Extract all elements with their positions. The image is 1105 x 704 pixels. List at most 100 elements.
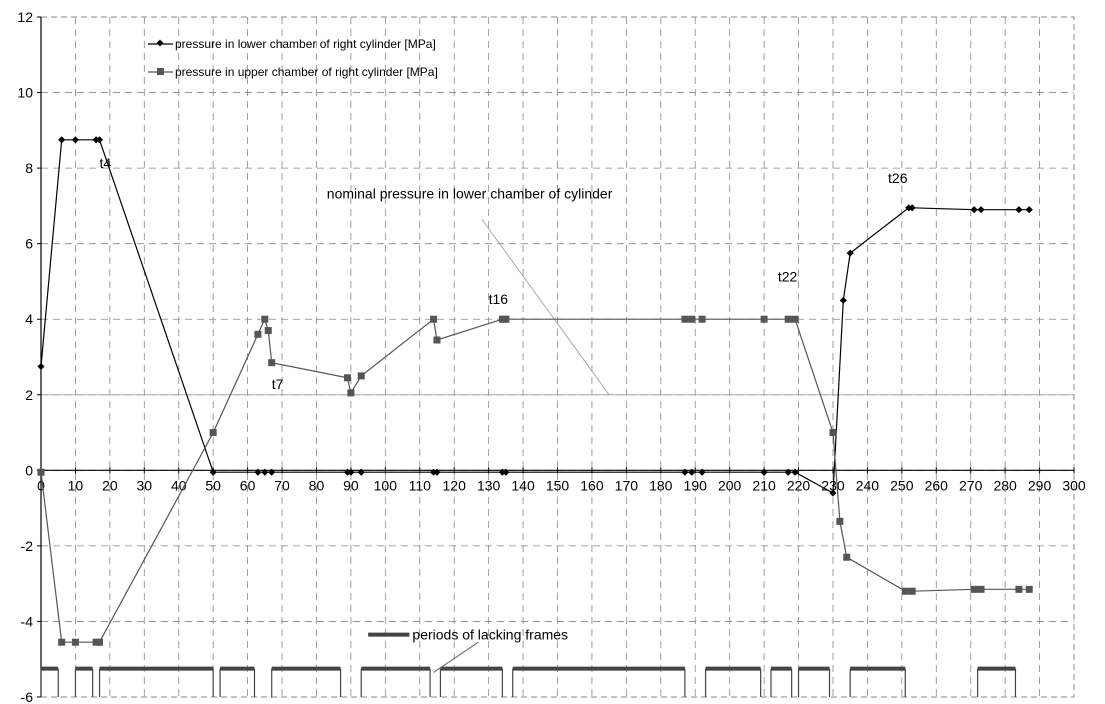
annotations: nominal pressure in lower chamber of cyl… — [100, 155, 908, 643]
data-point-upper — [970, 585, 978, 593]
data-point-upper — [502, 315, 510, 323]
data-point-upper — [681, 315, 689, 323]
legend: pressure in lower chamber of right cylin… — [148, 37, 438, 79]
data-point-upper — [836, 517, 844, 525]
data-point-lower — [96, 136, 104, 144]
axes — [37, 16, 1075, 698]
time-label: t4 — [100, 155, 112, 171]
data-point-upper — [343, 374, 351, 382]
data-point-upper — [37, 468, 45, 476]
x-tick-label: 30 — [137, 477, 153, 493]
data-point-lower — [502, 468, 510, 476]
x-tick-label: 50 — [205, 477, 221, 493]
x-tick-label: 100 — [374, 477, 398, 493]
data-point-lower — [688, 468, 696, 476]
data-point-upper — [268, 359, 276, 367]
data-point-lower — [681, 468, 689, 476]
legend-marker-lower — [156, 39, 164, 47]
data-point-upper — [433, 336, 441, 344]
periods-label: periods of lacking frames — [412, 627, 568, 643]
data-point-lower — [433, 468, 441, 476]
x-tick-label: 190 — [684, 477, 708, 493]
data-point-lower — [71, 136, 79, 144]
annotation-pointers — [433, 218, 610, 673]
data-point-upper — [908, 587, 916, 595]
data-point-upper — [688, 315, 696, 323]
data-point-upper — [760, 315, 768, 323]
data-point-upper — [347, 389, 355, 397]
data-point-lower — [1015, 206, 1023, 214]
data-point-lower — [209, 468, 217, 476]
data-point-upper — [791, 315, 799, 323]
data-point-upper — [71, 638, 79, 646]
y-tick-label: -4 — [21, 613, 34, 629]
data-point-upper — [829, 429, 837, 437]
nominal-pressure-label: nominal pressure in lower chamber of cyl… — [327, 185, 613, 201]
x-tick-label: 140 — [511, 477, 535, 493]
y-tick-label: 8 — [25, 160, 33, 176]
x-tick-label: 60 — [240, 477, 256, 493]
y-tick-label: -6 — [21, 689, 34, 704]
y-tick-label: 4 — [25, 311, 33, 327]
data-point-lower — [347, 468, 355, 476]
nominal-pressure-pointer — [481, 218, 610, 396]
data-point-upper — [254, 330, 262, 338]
data-point-upper — [784, 315, 792, 323]
series-line-1 — [40, 317, 1030, 643]
data-point-lower — [268, 468, 276, 476]
x-tick-label: 20 — [102, 477, 118, 493]
x-tick-label: 240 — [856, 477, 880, 493]
x-tick-label: 90 — [343, 477, 359, 493]
x-tick-label: 130 — [477, 477, 501, 493]
x-tick-label: 70 — [274, 477, 290, 493]
x-tick-label: 170 — [615, 477, 639, 493]
x-tick-label: 180 — [649, 477, 673, 493]
data-point-lower — [261, 468, 269, 476]
periods-pointer — [433, 641, 479, 673]
data-point-lower — [839, 296, 847, 304]
data-point-upper — [977, 585, 985, 593]
data-point-upper — [430, 315, 438, 323]
data-point-upper — [843, 553, 851, 561]
series — [37, 136, 1033, 646]
legend-marker-upper — [157, 68, 164, 75]
time-label: t22 — [778, 268, 798, 284]
data-point-upper — [698, 315, 706, 323]
data-point-lower — [908, 204, 916, 212]
y-tick-label: 6 — [25, 236, 33, 252]
y-tick-label: -2 — [21, 538, 34, 554]
x-tick-label: 290 — [1028, 477, 1052, 493]
x-tick-label: 120 — [443, 477, 467, 493]
x-tick-label: 210 — [752, 477, 776, 493]
data-point-lower — [970, 206, 978, 214]
grid — [40, 16, 1075, 698]
data-point-lower — [760, 468, 768, 476]
data-point-upper — [901, 587, 909, 595]
lacking-frames — [40, 666, 1017, 697]
x-tick-label: 300 — [1062, 477, 1086, 493]
x-tick-label: 10 — [68, 477, 84, 493]
x-tick-label: 160 — [580, 477, 604, 493]
x-tick-label: 270 — [959, 477, 983, 493]
data-point-upper — [58, 638, 66, 646]
data-point-lower — [357, 468, 365, 476]
data-point-upper — [209, 429, 217, 437]
data-point-lower — [784, 468, 792, 476]
data-point-lower — [37, 362, 45, 370]
data-point-upper — [261, 315, 269, 323]
x-tick-label: 250 — [890, 477, 914, 493]
x-tick-label: 150 — [546, 477, 570, 493]
x-tick-label: 220 — [787, 477, 811, 493]
y-tick-label: 2 — [25, 387, 33, 403]
data-point-lower — [846, 249, 854, 257]
data-point-upper — [96, 638, 104, 646]
time-label: t26 — [888, 170, 908, 186]
data-point-upper — [264, 327, 272, 335]
data-point-upper — [1025, 585, 1033, 593]
data-point-upper — [1015, 585, 1023, 593]
x-tick-label: 80 — [309, 477, 325, 493]
data-point-lower — [791, 468, 799, 476]
y-tick-label: 12 — [17, 9, 33, 25]
data-point-lower — [254, 468, 262, 476]
